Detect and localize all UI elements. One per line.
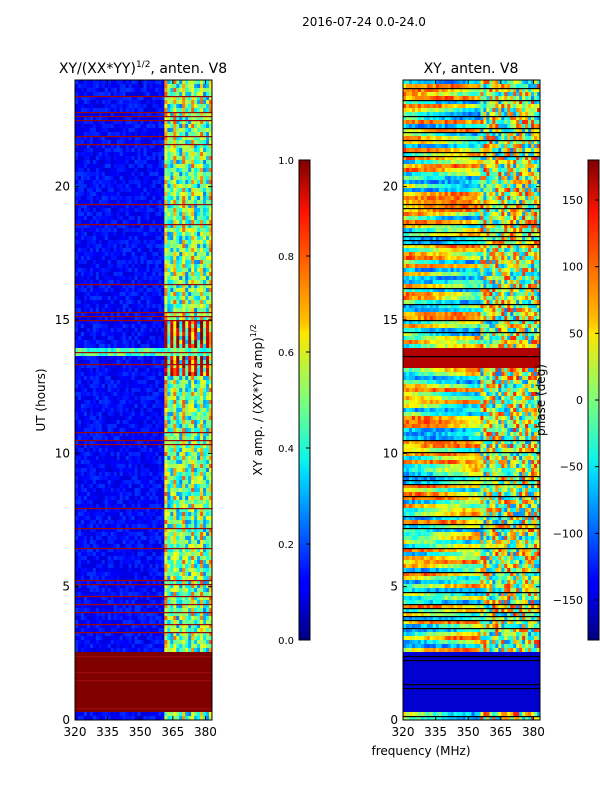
y-tick-label: 0 [390, 713, 398, 727]
amplitude-colorbar: 0.0 0.2 0.4 0.6 0.8 1.0 XY amp. / (XX*YY amp)… [249, 156, 311, 647]
amplitude-panel: XY/(XX*YY)1/2, anten. V8 320 335 350 365 380… [34, 60, 227, 739]
amplitude-heatmap [75, 80, 212, 720]
colorbar-tick-label: 0.2 [278, 540, 294, 551]
y-tick-label: 0 [62, 713, 70, 727]
amplitude-ylabel: UT (hours) [34, 368, 48, 431]
phase-axis-ticks: 320 335 350 365 380 0 5 10 15 20 [383, 80, 545, 739]
y-tick-label: 20 [383, 180, 398, 194]
y-tick-label: 20 [55, 180, 70, 194]
x-tick-label: 320 [392, 725, 415, 739]
amplitude-colorbar-label: XY amp. / (XX*YY amp)1/2 [249, 324, 265, 475]
colorbar-tick-label: 0 [576, 394, 583, 407]
colorbar-tick-label: 150 [562, 194, 583, 207]
amplitude-panel-title: XY/(XX*YY)1/2, anten. V8 [59, 60, 227, 77]
phase-panel: XY, anten. V8 320 335 350 365 380 0 5 10 15 20 fr… [371, 61, 544, 758]
y-tick-label: 15 [55, 313, 70, 327]
colorbar-tick-label: 1.0 [278, 156, 294, 167]
amplitude-colorbar-ticks: 0.0 0.2 0.4 0.6 0.8 1.0 [278, 156, 310, 647]
colorbar-tick-label: 0.0 [278, 636, 294, 647]
colorbar-tick-label: 0.6 [278, 348, 294, 359]
colorbar-tick-label: 0.8 [278, 252, 294, 263]
colorbar-tick-label: −50 [560, 461, 583, 474]
colorbar-tick-label: 100 [562, 261, 583, 274]
x-tick-label: 365 [489, 725, 512, 739]
x-tick-label: 380 [522, 725, 545, 739]
x-tick-label: 365 [161, 725, 184, 739]
x-tick-label: 350 [457, 725, 480, 739]
y-tick-label: 10 [383, 446, 398, 460]
x-tick-label: 335 [96, 725, 119, 739]
shared-xlabel: frequency (MHz) [371, 744, 470, 758]
amplitude-axis-ticks: 320 335 350 365 380 0 5 10 15 20 [55, 80, 217, 739]
phase-colorbar: 150 100 50 0 −50 −100 −150 phase (deg) [534, 159, 600, 641]
x-tick-label: 380 [194, 725, 217, 739]
phase-colorbar-ticks: 150 100 50 0 −50 −100 −150 [553, 194, 599, 607]
y-tick-label: 15 [383, 313, 398, 327]
colorbar-tick-label: 0.4 [278, 444, 294, 455]
colorbar-tick-label: 50 [569, 327, 583, 340]
figure-suptitle: 2016-07-24 0.0-24.0 [302, 15, 426, 29]
y-tick-label: 5 [62, 580, 70, 594]
amplitude-colorbar-gradient [298, 159, 311, 641]
phase-colorbar-label: phase (deg) [534, 364, 548, 436]
x-tick-label: 350 [129, 725, 152, 739]
phase-plot-frame [402, 79, 541, 721]
phase-heatmap [403, 80, 540, 720]
x-tick-label: 335 [424, 725, 447, 739]
colorbar-tick-label: −150 [553, 594, 583, 607]
amplitude-plot-frame [74, 79, 213, 721]
colorbar-tick-label: −100 [553, 527, 583, 540]
y-tick-label: 10 [55, 446, 70, 460]
y-tick-label: 5 [390, 580, 398, 594]
phase-panel-title: XY, anten. V8 [424, 61, 519, 77]
x-tick-label: 320 [64, 725, 87, 739]
